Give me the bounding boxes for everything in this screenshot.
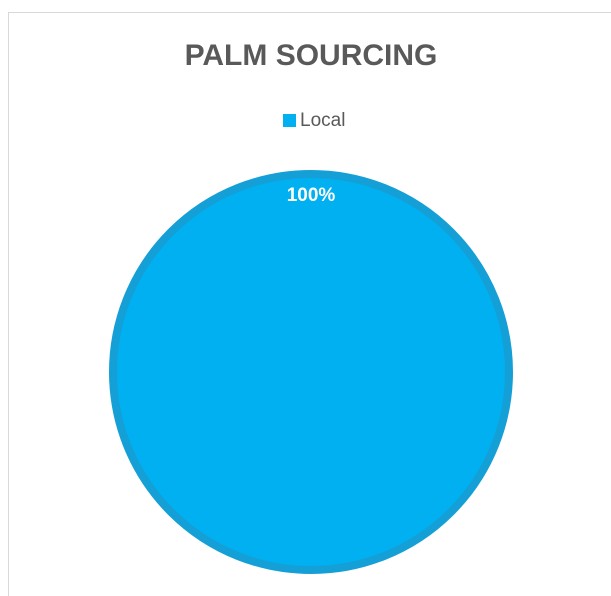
chart-title: PALM SOURCING: [185, 39, 438, 72]
legend-label: Local: [300, 110, 345, 131]
legend-swatch: [283, 114, 296, 127]
data-label: 100%: [287, 185, 336, 206]
pie-slice: [109, 170, 513, 574]
